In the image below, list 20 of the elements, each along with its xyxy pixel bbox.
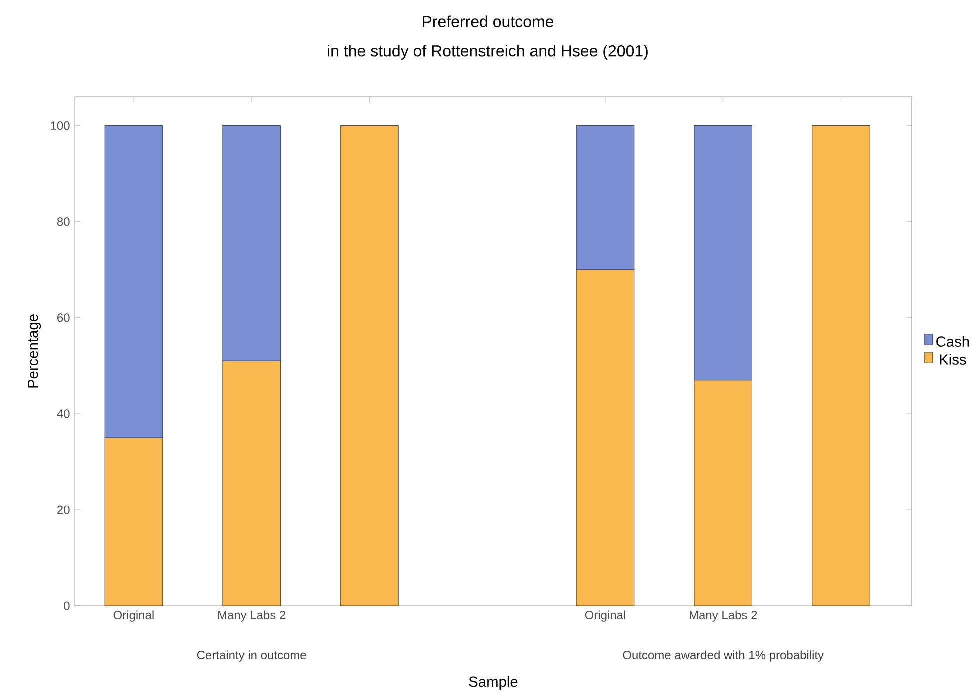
y-tick-label: 20 [58, 506, 70, 514]
y-tick-label: 40 [57, 410, 70, 418]
text: Certainty in outcome [197, 650, 306, 662]
x-axis-title: Sample [469, 676, 518, 690]
y-tick-label: 80 [57, 218, 70, 226]
y-tick-label: 0 [64, 602, 70, 610]
y-tick-label: 100 [51, 122, 70, 130]
x-tick-label: Original [585, 610, 626, 622]
bar [340, 126, 399, 606]
legend-label: Cash [936, 336, 970, 347]
x-tick-label: Original [114, 610, 154, 622]
text: Outcome awarded with 1% probability [623, 650, 824, 662]
chart-subtitle: in the study of Rottenstreich and Hsee (2001) [328, 45, 648, 60]
x-tick-label: Many Labs 2 [690, 610, 758, 622]
legend-label: Kiss [940, 354, 966, 365]
x-tick-label: Many Labs 2 [218, 610, 286, 622]
y-tick-label: 60 [58, 314, 70, 322]
bar [812, 126, 870, 606]
chart-title: Preferred outcome [423, 16, 554, 28]
y-axis-title: Percentage [28, 314, 42, 388]
